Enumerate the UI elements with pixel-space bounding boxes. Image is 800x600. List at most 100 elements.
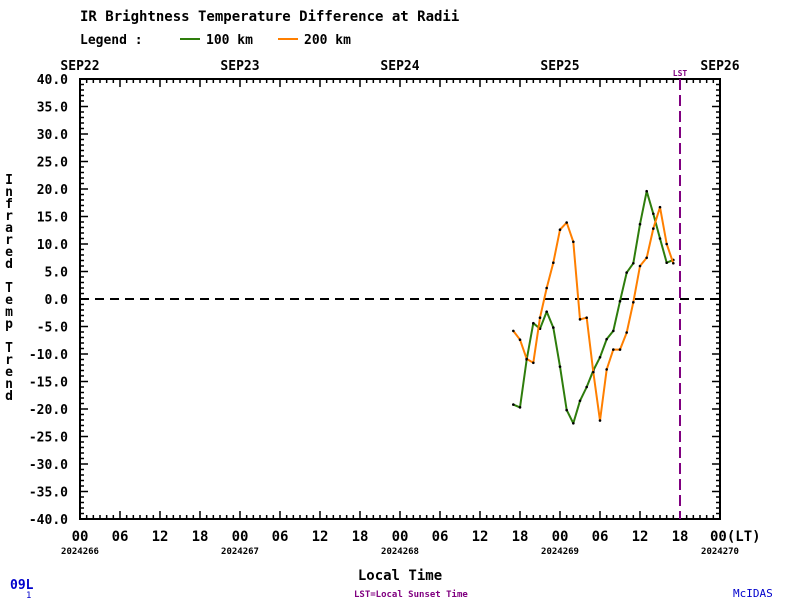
y-tick-label: -25.0	[29, 431, 68, 446]
svg-text:e: e	[5, 293, 13, 308]
svg-text:m: m	[5, 305, 13, 320]
series-line-1	[512, 206, 675, 422]
data-point	[545, 286, 548, 290]
data-point	[518, 406, 522, 409]
lst-note: LST=Local Sunset Time	[354, 589, 468, 600]
data-point	[652, 227, 655, 230]
y-tick-label: 0.0	[45, 293, 69, 308]
x-tick-label: 18	[352, 529, 369, 545]
svg-text:f: f	[5, 197, 13, 212]
data-point	[512, 329, 515, 333]
julian-date-label: 2024268	[381, 547, 419, 557]
legend-entry: 200 km	[304, 33, 351, 48]
data-point	[552, 261, 555, 265]
date-label: SEP23	[220, 59, 259, 74]
brand-label: McIDAS	[733, 587, 773, 600]
x-tick-label: 12	[632, 529, 649, 545]
x-tick-label: 00	[552, 529, 569, 545]
data-point	[645, 189, 648, 193]
x-tick-label: 06	[432, 529, 449, 545]
data-point	[618, 299, 622, 303]
x-tick-label: 18	[512, 529, 529, 545]
sunset-label: LST	[673, 69, 688, 78]
data-point	[658, 205, 662, 209]
data-point	[512, 403, 515, 406]
storm-sub: 1	[26, 591, 31, 600]
y-tick-label: -20.0	[29, 403, 68, 418]
date-label: SEP25	[540, 59, 579, 74]
julian-date-label: 2024267	[221, 547, 259, 557]
legend: 100 km 200 km	[180, 33, 351, 48]
x-tick-label: 00(LT)	[710, 529, 761, 545]
data-point	[558, 228, 562, 231]
data-point	[558, 365, 562, 368]
data-point	[578, 318, 582, 321]
date-label: SEP24	[380, 59, 419, 74]
data-point	[518, 338, 522, 342]
svg-text:n: n	[5, 185, 13, 200]
storm-id: 09L	[10, 578, 34, 593]
y-tick-label: -30.0	[29, 458, 68, 473]
data-point	[645, 256, 648, 260]
data-point	[572, 422, 575, 425]
data-point	[545, 310, 548, 313]
date-label: SEP26	[700, 59, 739, 74]
svg-text:e: e	[5, 365, 13, 380]
data-point	[565, 408, 568, 412]
series-line-0	[512, 190, 674, 425]
y-tick-label: -35.0	[29, 486, 68, 501]
y-tick-label: 30.0	[37, 128, 68, 143]
x-tick-label: 06	[272, 529, 289, 545]
data-point	[665, 242, 668, 246]
data-point	[585, 316, 588, 320]
data-point	[552, 326, 555, 329]
y-tick-label: 35.0	[37, 101, 68, 116]
svg-text:r: r	[5, 209, 13, 224]
data-point	[592, 370, 595, 374]
data-point	[658, 237, 662, 240]
svg-text:r: r	[5, 353, 13, 368]
data-point	[525, 357, 528, 361]
data-point	[565, 221, 568, 224]
legend-entry: 100 km	[206, 33, 253, 48]
svg-text:d: d	[5, 257, 13, 272]
julian-date-label: 2024269	[541, 547, 579, 557]
svg-text:e: e	[5, 245, 13, 260]
svg-text:T: T	[5, 281, 13, 296]
x-tick-label: 00	[392, 529, 409, 545]
y-tick-label: -15.0	[29, 376, 68, 391]
julian-date-label: 2024270	[701, 547, 739, 557]
data-point	[618, 348, 622, 351]
data-point	[598, 356, 602, 359]
svg-text:I: I	[5, 173, 13, 188]
y-tick-label: 25.0	[37, 156, 68, 171]
data-point	[538, 316, 542, 320]
data-point	[572, 240, 575, 244]
svg-text:d: d	[5, 389, 13, 404]
svg-text:n: n	[5, 377, 13, 392]
svg-text:r: r	[5, 233, 13, 248]
x-tick-label: 12	[152, 529, 169, 545]
x-tick-label: 00	[232, 529, 249, 545]
x-axis-label: Local Time	[358, 568, 442, 584]
y-tick-label: 10.0	[37, 238, 68, 253]
data-point	[585, 385, 588, 389]
x-tick-label: 18	[672, 529, 689, 545]
y-tick-label: 5.0	[45, 266, 69, 281]
y-tick-label: 15.0	[37, 211, 68, 226]
svg-text:T: T	[5, 341, 13, 356]
y-tick-label: -40.0	[29, 513, 68, 528]
data-point	[532, 321, 535, 325]
svg-text:p: p	[5, 317, 13, 332]
data-point	[632, 261, 635, 265]
chart-title: IR Brightness Temperature Difference at …	[80, 9, 459, 25]
x-tick-label: 12	[472, 529, 489, 545]
data-point	[605, 368, 608, 371]
data-point	[605, 337, 608, 341]
y-tick-label: 20.0	[37, 183, 68, 198]
data-point	[638, 222, 642, 226]
x-tick-label: 12	[312, 529, 329, 545]
data-point	[632, 301, 635, 304]
